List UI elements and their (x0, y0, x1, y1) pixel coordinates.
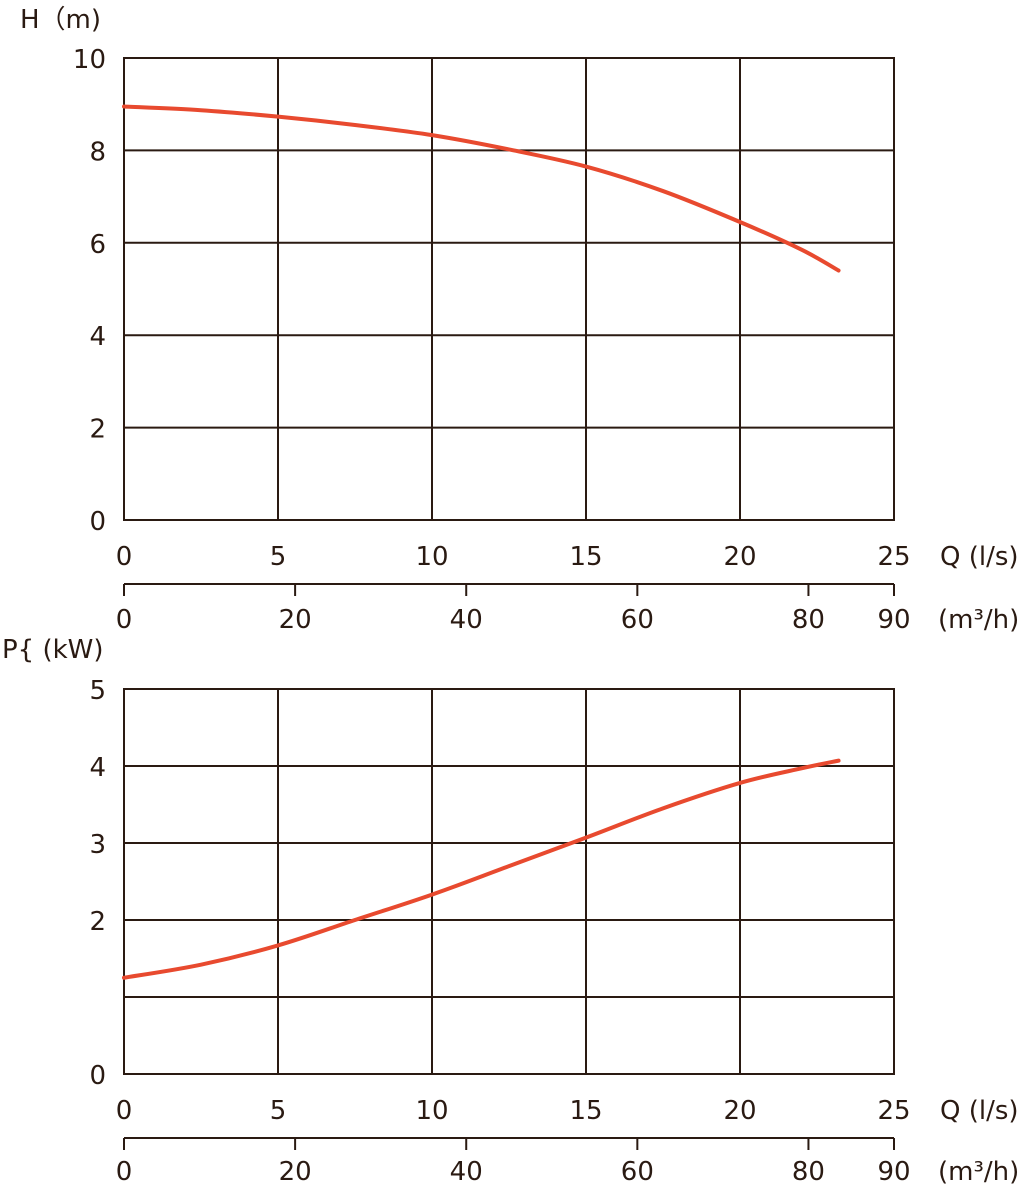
power-x-tick-label: 0 (116, 1096, 133, 1126)
power-m3h-tick-label: 40 (450, 1157, 483, 1187)
head-grid (123, 57, 895, 521)
head-m3h-tick-label: 0 (116, 605, 133, 635)
power-grid (123, 688, 895, 1075)
power-x2-axis-label: (m³/h) (938, 1157, 1019, 1187)
head-y-ticks: 0 2 4 6 8 10 (73, 45, 106, 537)
head-x-tick-label: 10 (415, 542, 448, 572)
power-m3h-tick-label: 60 (621, 1157, 654, 1187)
head-plot-frame (123, 57, 895, 521)
power-x-tick-label: 25 (877, 1096, 910, 1126)
head-curve (122, 104, 841, 273)
power-y-axis-label: P{ (kW) (2, 635, 104, 665)
head-x-ticks: 0 5 10 15 20 25 (116, 542, 911, 572)
power-m3h-tick-label: 20 (279, 1157, 312, 1187)
head-y-tick-label: 4 (89, 322, 106, 352)
head-x-tick-label: 25 (877, 542, 910, 572)
power-plot-frame (123, 688, 895, 1075)
power-y-tick-label: 5 (89, 676, 106, 706)
power-m3h-tick-label: 0 (116, 1157, 133, 1187)
head-y-tick-label: 10 (73, 45, 106, 75)
power-m3h-tick-label: 80 (792, 1157, 825, 1187)
power-y-tick-label: 3 (89, 830, 106, 860)
head-y-tick-label: 0 (89, 507, 106, 537)
head-x-tick-label: 5 (270, 542, 287, 572)
power-y-tick-label: 4 (89, 753, 106, 783)
power-x-tick-label: 10 (415, 1096, 448, 1126)
head-m3h-tick-label: 20 (279, 605, 312, 635)
power-y-tick-label: 0 (89, 1061, 106, 1091)
power-m3h-tick-label: 90 (877, 1157, 910, 1187)
head-series (122, 104, 841, 273)
head-x-tick-label: 15 (569, 542, 602, 572)
power-x-ticks: 0 5 10 15 20 25 (116, 1096, 911, 1126)
power-chart: P{ (kW) 0 2 3 4 5 0 5 10 15 20 25 Q (l/s) 0 20 40 60… (2, 635, 1019, 1187)
power-x-axis-label: Q (l/s) (940, 1096, 1019, 1126)
head-x-axis-label: Q (l/s) (940, 542, 1019, 572)
power-curve (122, 758, 841, 980)
power-y-tick-label: 2 (89, 907, 106, 937)
power-x-tick-label: 20 (723, 1096, 756, 1126)
head-m3h-tick-label: 80 (792, 605, 825, 635)
power-y-ticks: 0 2 3 4 5 (89, 676, 106, 1091)
head-x-tick-label: 0 (116, 542, 133, 572)
head-x2-axis-label: (m³/h) (938, 605, 1019, 635)
head-y-tick-label: 2 (89, 415, 106, 445)
power-m3h-axis: 0 20 40 60 80 90 (116, 1137, 911, 1187)
head-y-axis-label: H（m) (20, 5, 101, 35)
power-x-tick-label: 5 (270, 1096, 287, 1126)
head-m3h-axis: 0 20 40 60 80 90 (116, 583, 911, 635)
head-m3h-tick-label: 60 (621, 605, 654, 635)
head-x-tick-label: 20 (723, 542, 756, 572)
head-y-tick-label: 8 (89, 137, 106, 167)
power-series (122, 758, 841, 980)
head-m3h-tick-label: 40 (450, 605, 483, 635)
head-y-tick-label: 6 (89, 230, 106, 260)
head-chart: H（m) 0 2 4 6 8 10 0 5 10 15 20 25 Q (l/s) 0 20 40 60 8… (20, 5, 1019, 635)
head-m3h-tick-label: 90 (877, 605, 910, 635)
power-x-tick-label: 15 (569, 1096, 602, 1126)
